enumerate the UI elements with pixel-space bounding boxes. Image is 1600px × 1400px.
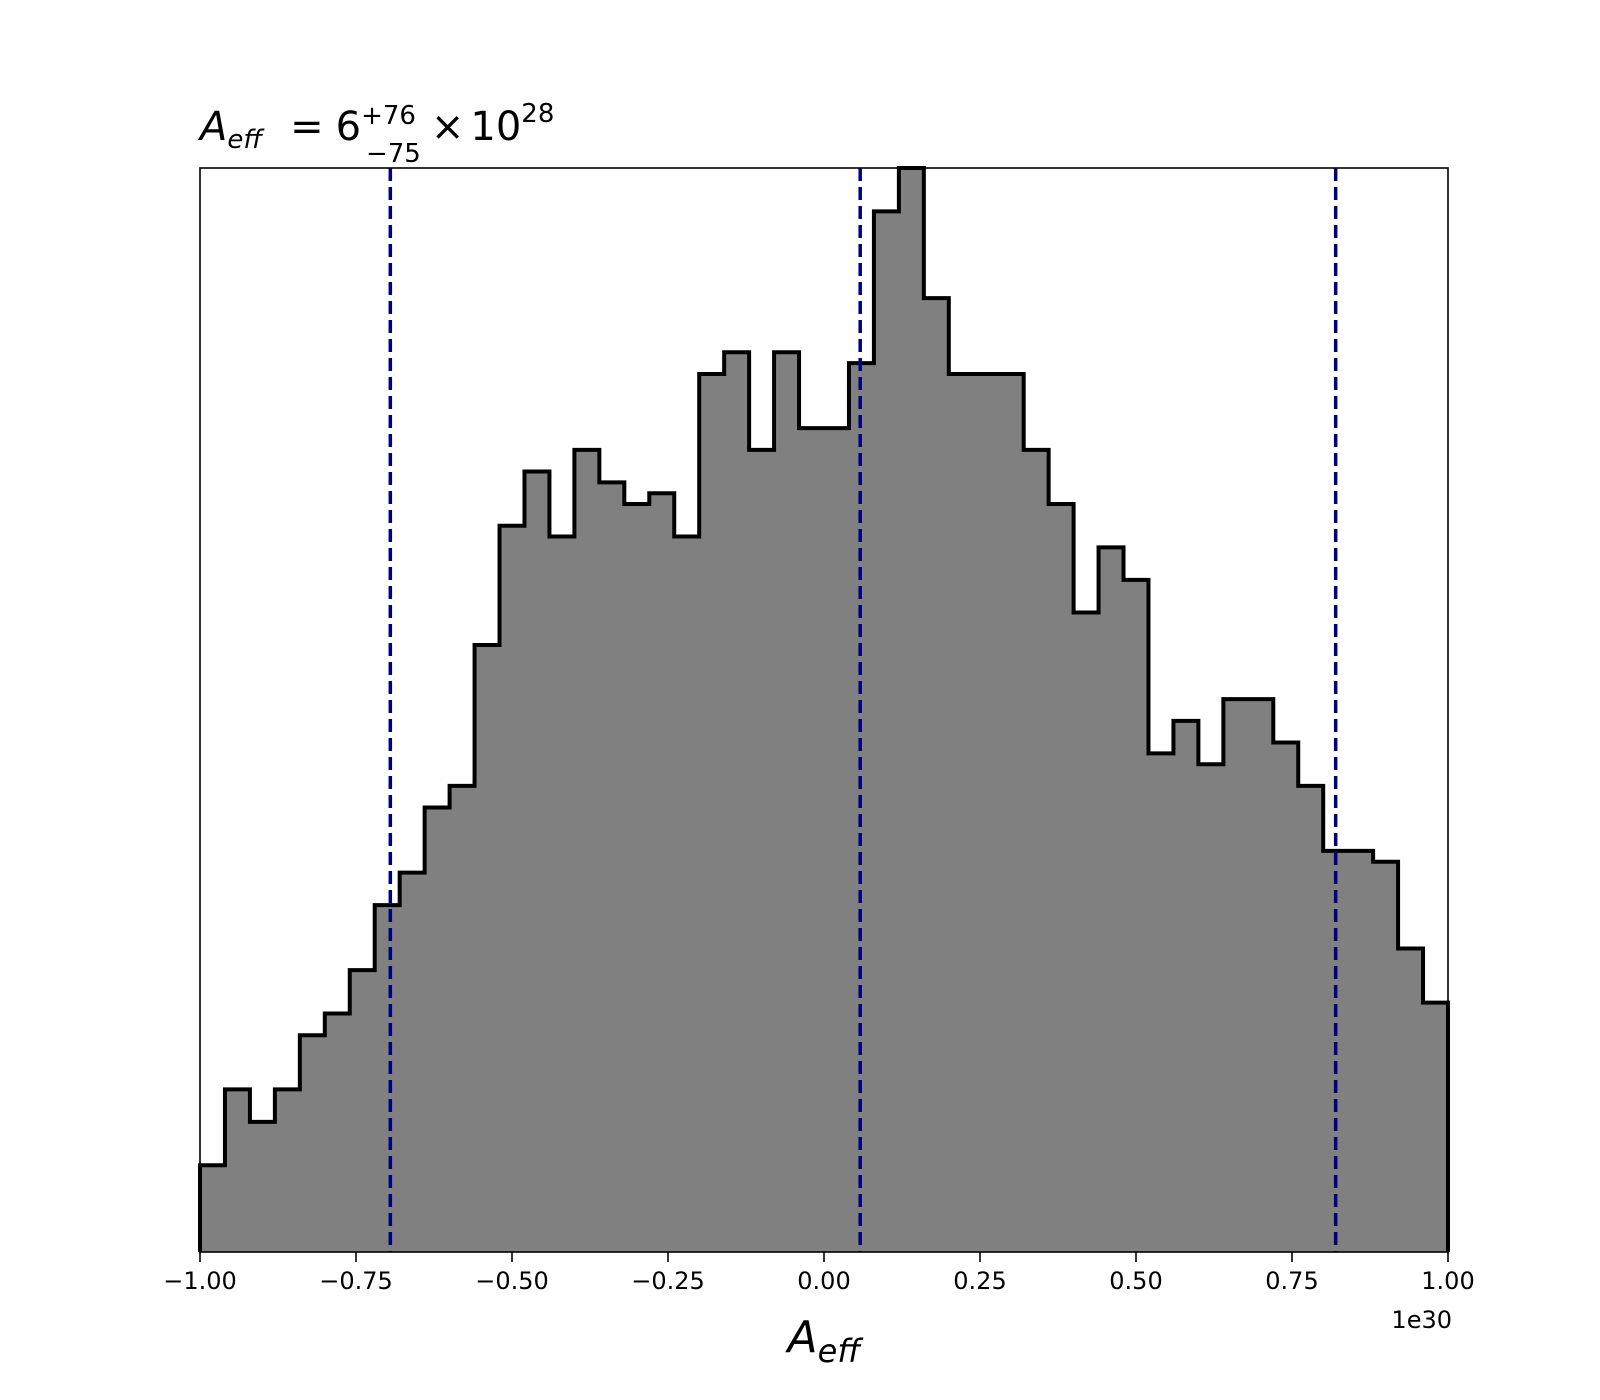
histogram-bar (799, 428, 825, 1252)
x-tick-label: −0.50 (475, 1267, 549, 1295)
histogram-bars (200, 168, 1449, 1253)
title-upper-error: +76 (361, 101, 416, 131)
chart-title: Aeff = 6+76 −75 × 1028 (197, 99, 554, 169)
histogram-bar (1348, 850, 1374, 1252)
x-axis-label-symbol: A (785, 1312, 818, 1363)
histogram-bar (649, 493, 675, 1252)
histogram-bar (324, 1013, 351, 1252)
x-axis-ticks: −1.00 −0.75 −0.50 −0.25 0.00 0.25 0.50 0.75 1.00 (163, 1252, 1475, 1295)
histogram-bar (424, 807, 451, 1252)
histogram-bar (399, 872, 426, 1252)
histogram-bar (549, 536, 575, 1252)
x-tick-label: 0.50 (1109, 1267, 1162, 1295)
histogram-bar (774, 352, 800, 1252)
histogram-bar (624, 504, 650, 1252)
histogram-bar (1198, 764, 1224, 1252)
title-equals: = (290, 104, 324, 150)
histogram-bar (749, 449, 775, 1253)
histogram-bar (1248, 699, 1274, 1252)
histogram-bar (349, 970, 376, 1252)
histogram-bar (674, 536, 700, 1252)
histogram-bar (873, 211, 900, 1253)
title-exponent: 28 (521, 99, 554, 129)
x-axis-label: Aeff (785, 1312, 865, 1370)
histogram-bar (1423, 1002, 1449, 1252)
x-tick-label: −0.75 (319, 1267, 393, 1295)
histogram-bar (1223, 699, 1249, 1252)
histogram-bar (574, 449, 600, 1253)
histogram-bar (1048, 504, 1075, 1252)
x-axis-label-subscript: eff (818, 1332, 865, 1370)
histogram-bar (948, 373, 975, 1253)
histogram-bar (1123, 579, 1150, 1252)
histogram-bar (1098, 547, 1125, 1252)
histogram-bar (599, 482, 625, 1252)
percentile-lines (388, 168, 1338, 1252)
histogram-bar (200, 1165, 226, 1252)
histogram-bar (524, 471, 551, 1252)
histogram-bar (449, 785, 476, 1252)
histogram-bar (824, 428, 850, 1252)
title-lower-error: −75 (366, 139, 421, 169)
x-tick-label: 1.00 (1421, 1267, 1474, 1295)
x-axis-offset-label: 1e30 (1391, 1306, 1452, 1334)
histogram-bar (1398, 948, 1424, 1252)
x-tick-label: 0.75 (1265, 1267, 1318, 1295)
histogram-bar (973, 373, 1000, 1253)
histogram-bar (1173, 720, 1199, 1252)
histogram-bar (224, 1089, 251, 1252)
histogram-bar (724, 352, 750, 1252)
histogram-step-outline (198, 166, 1450, 1252)
histogram-bar (1273, 742, 1299, 1252)
histogram-bar (249, 1121, 276, 1252)
histogram-bar (923, 298, 950, 1253)
histogram-bar (1373, 861, 1399, 1252)
histogram-bar (1148, 753, 1175, 1252)
x-tick-label: −1.00 (163, 1267, 237, 1295)
histogram-bar (998, 373, 1025, 1253)
histogram-bar (299, 1035, 326, 1252)
histogram-bar (1298, 785, 1324, 1252)
histogram-bar (374, 905, 401, 1252)
histogram-bar (474, 644, 501, 1252)
histogram-bar (274, 1089, 301, 1252)
title-times: × (431, 104, 465, 150)
title-symbol: A (197, 104, 227, 150)
histogram-bar (1023, 449, 1050, 1253)
histogram-bar (699, 373, 725, 1253)
histogram-bar (898, 168, 925, 1252)
title-base: 10 (470, 104, 521, 150)
x-tick-label: −0.25 (631, 1267, 705, 1295)
x-tick-label: 0.00 (797, 1267, 850, 1295)
x-tick-label: 0.25 (953, 1267, 1006, 1295)
title-value: 6 (336, 104, 361, 150)
histogram-bar (1073, 612, 1100, 1252)
histogram-bar (499, 525, 526, 1252)
title-symbol-subscript: eff (227, 125, 265, 155)
